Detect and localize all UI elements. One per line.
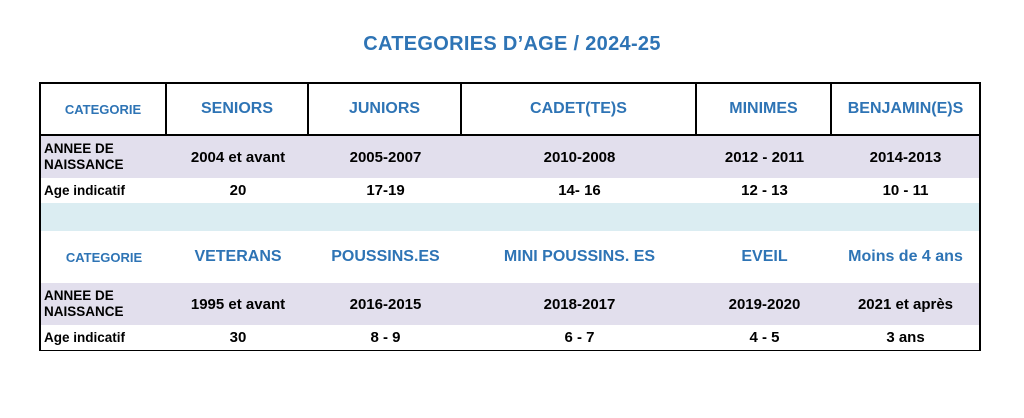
header-categorie: CATEGORIE <box>41 84 167 134</box>
birth-year-row-2: ANNEE DE NAISSANCE 1995 et avant 2016-20… <box>41 283 979 325</box>
age-label: Age indicatif <box>44 182 126 198</box>
table-cell: 14- 16 <box>558 182 601 199</box>
table-cell: 2016-2015 <box>349 295 422 313</box>
table-cell: 2012 - 2011 <box>724 148 805 166</box>
header-eveil: EVEIL <box>741 248 788 265</box>
table-cell: 6 - 7 <box>564 329 595 346</box>
table-cell: 2018-2017 <box>543 295 616 313</box>
table-cell: 12 - 13 <box>741 182 788 199</box>
header-minimes: MINIMES <box>697 84 832 134</box>
header-mini-poussins: MINI POUSSINS. ES <box>503 248 656 265</box>
header-moins-de-4-ans: Moins de 4 ans <box>848 248 963 265</box>
table-cell: 2021 et après <box>857 295 954 313</box>
header-seniors: SENIORS <box>167 84 309 134</box>
table-cell: 8 - 9 <box>370 329 401 346</box>
table-cell: 2010-2008 <box>543 148 616 166</box>
age-categories-table: CATEGORIE SENIORS JUNIORS CADET(TE)S MIN… <box>39 82 981 351</box>
age-label: Age indicatif <box>44 329 126 345</box>
page-title: CATEGORIES D’AGE / 2024-25 <box>363 33 661 55</box>
table-cell: 30 <box>229 329 247 346</box>
table-cell: 3 ans <box>886 329 925 346</box>
table-cell: 2004 et avant <box>190 148 286 166</box>
table-cell: 20 <box>229 182 247 199</box>
header-row-2: CATEGORIE VETERANS POUSSINS.ES MINI POUS… <box>41 231 979 283</box>
table-separator <box>41 203 979 231</box>
age-row-1: Age indicatif 20 17-19 14- 16 12 - 13 10… <box>41 178 979 203</box>
table-cell: 2005-2007 <box>349 148 422 166</box>
header-row-1: CATEGORIE SENIORS JUNIORS CADET(TE)S MIN… <box>41 84 979 136</box>
table-cell: 2014-2013 <box>869 148 942 166</box>
table-cell: 10 - 11 <box>882 182 929 199</box>
header-cadets: CADET(TE)S <box>462 84 697 134</box>
table-cell: 2019-2020 <box>728 295 801 313</box>
header-juniors: JUNIORS <box>309 84 462 134</box>
header-poussins: POUSSINS.ES <box>331 248 440 265</box>
age-row-2: Age indicatif 30 8 - 9 6 - 7 4 - 5 3 ans <box>41 325 979 350</box>
table-cell: 4 - 5 <box>749 329 780 346</box>
header-categorie: CATEGORIE <box>65 249 143 265</box>
header-veterans: VETERANS <box>194 248 282 265</box>
birth-year-label: ANNEE DE NAISSANCE <box>44 141 124 172</box>
table-cell: 1995 et avant <box>190 295 286 313</box>
birth-year-row-1: ANNEE DE NAISSANCE 2004 et avant 2005-20… <box>41 136 979 178</box>
table-cell: 17-19 <box>366 182 405 199</box>
header-benjamins: BENJAMIN(E)S <box>847 100 964 117</box>
birth-year-label: ANNEE DE NAISSANCE <box>44 288 124 319</box>
